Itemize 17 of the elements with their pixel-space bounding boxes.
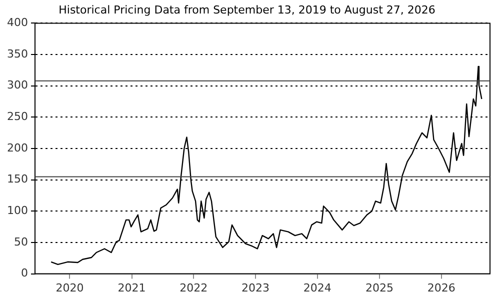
y-tick-label: 400 [6, 16, 28, 30]
y-tick-label: 250 [6, 110, 28, 124]
x-tick-label: 2025 [365, 281, 394, 294]
y-tick-label: 50 [14, 235, 28, 248]
x-tick-label: 2021 [118, 281, 146, 294]
x-tick-label: 2020 [56, 281, 84, 294]
x-tick-label: 2024 [303, 281, 332, 294]
chart-title: Historical Pricing Data from September 13, 2019 to August 27, 2026 [58, 3, 436, 16]
x-tick-label: 2026 [427, 281, 456, 294]
y-tick-label: 350 [6, 47, 28, 60]
y-tick-label: 100 [6, 204, 28, 218]
y-tick-label: 300 [6, 78, 28, 92]
x-tick-label: 2022 [180, 281, 208, 294]
y-tick-label: 150 [6, 172, 28, 186]
y-tick-label: 0 [20, 266, 28, 280]
x-tick-label: 2023 [242, 281, 270, 294]
y-tick-label: 200 [6, 141, 28, 154]
